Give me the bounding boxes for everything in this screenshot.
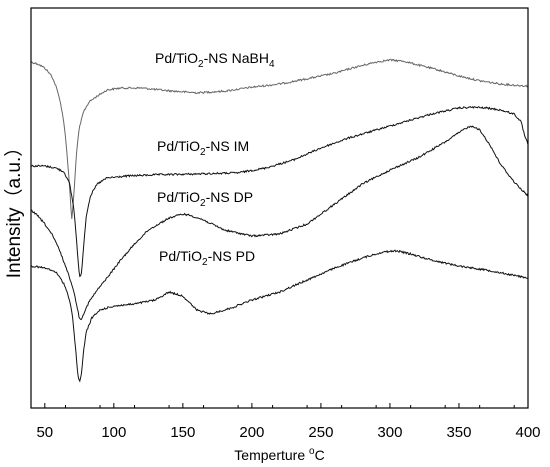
series-label-3-part-1: Pd/TiO (157, 189, 200, 205)
series-label-1-part-1: Pd/TiO (155, 50, 198, 66)
x-tick-label-300: 300 (377, 424, 402, 441)
series-label-1-part-2: 2 (198, 59, 204, 70)
series-line-3 (30, 125, 529, 320)
series-label-1-part-3: -NS NaBH (204, 50, 269, 66)
series-label-2-part-1: Pd/TiO (157, 138, 200, 154)
x-axis-title-sup: o (309, 446, 315, 457)
plot-frame (30, 7, 529, 409)
series-label-1-part-4: 4 (269, 59, 275, 70)
series-label-3: Pd/TiO2-NS DP (157, 189, 253, 209)
x-axis-title-unit: C (315, 447, 325, 463)
series-label-3-part-3: -NS DP (206, 189, 253, 205)
x-tick-label-400: 400 (515, 424, 540, 441)
x-axis-title-main: Temperture (234, 447, 309, 463)
x-tick-label-50: 50 (36, 424, 53, 441)
series-label-4-part-2: 2 (202, 257, 208, 268)
x-axis-ticks: 50 100 150 200 250 300 350 400 (30, 403, 541, 441)
series-layer (30, 58, 529, 383)
series-label-2: Pd/TiO2-NS IM (157, 138, 249, 158)
series-line-1 (30, 58, 529, 220)
x-tick-label-100: 100 (101, 424, 126, 441)
x-tick-label-350: 350 (446, 424, 471, 441)
series-label-4-part-3: -NS PD (208, 248, 255, 264)
series-label-2-part-3: -NS IM (206, 138, 250, 154)
series-label-1: Pd/TiO2-NS NaBH4 (155, 50, 275, 70)
series-label-2-part-2: 2 (200, 147, 206, 158)
series-line-2 (30, 105, 529, 278)
series-line-4 (30, 249, 528, 383)
series-label-4-part-1: Pd/TiO (159, 248, 202, 264)
series-label-4: Pd/TiO2-NS PD (159, 248, 255, 268)
y-axis-title: Intensity（a.u.） (3, 138, 25, 278)
series-label-3-part-2: 2 (200, 198, 206, 209)
x-tick-label-250: 250 (308, 424, 333, 441)
x-tick-label-150: 150 (170, 424, 195, 441)
x-tick-label-200: 200 (239, 424, 264, 441)
x-axis-title: Temperture oC (234, 446, 324, 463)
